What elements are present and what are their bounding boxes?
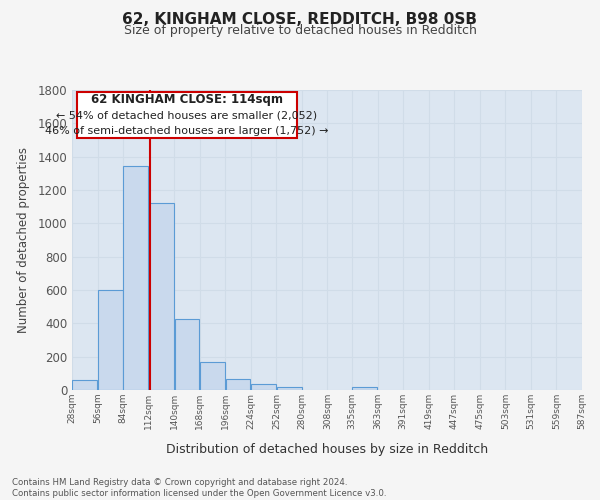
FancyBboxPatch shape [77,92,298,138]
Text: Contains HM Land Registry data © Crown copyright and database right 2024.
Contai: Contains HM Land Registry data © Crown c… [12,478,386,498]
Text: Distribution of detached houses by size in Redditch: Distribution of detached houses by size … [166,442,488,456]
Text: 46% of semi-detached houses are larger (1,752) →: 46% of semi-detached houses are larger (… [45,126,329,136]
Bar [352,386,377,390]
Bar [73,380,97,390]
Bar [149,204,174,390]
Bar [200,362,225,390]
Text: 62 KINGHAM CLOSE: 114sqm: 62 KINGHAM CLOSE: 114sqm [91,92,283,106]
Y-axis label: Number of detached properties: Number of detached properties [17,147,31,333]
Text: 62, KINGHAM CLOSE, REDDITCH, B98 0SB: 62, KINGHAM CLOSE, REDDITCH, B98 0SB [122,12,478,28]
Bar [124,166,148,390]
Bar [251,384,276,390]
Bar [175,319,199,390]
Bar [277,386,302,390]
Text: Size of property relative to detached houses in Redditch: Size of property relative to detached ho… [124,24,476,37]
Bar [226,379,250,390]
Bar [98,290,123,390]
Text: ← 54% of detached houses are smaller (2,052): ← 54% of detached houses are smaller (2,… [56,110,317,120]
